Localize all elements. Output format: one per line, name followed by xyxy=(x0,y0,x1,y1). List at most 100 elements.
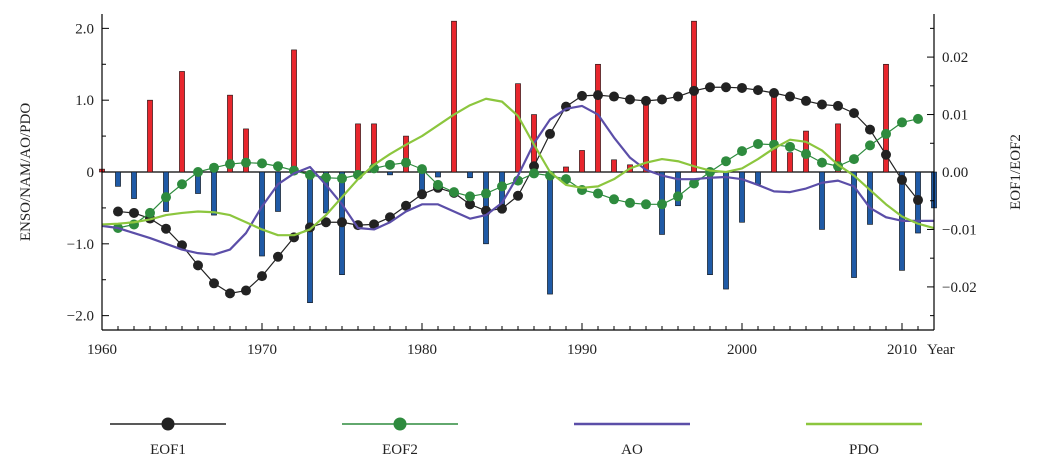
bar-1968 xyxy=(227,94,233,173)
point-eof2-1994 xyxy=(641,199,651,210)
point-eof1-2004 xyxy=(801,95,811,106)
point-eof1-1979 xyxy=(401,200,411,211)
bar-1970 xyxy=(259,171,265,257)
lines-layer xyxy=(101,82,935,299)
point-eof2-1999 xyxy=(721,156,731,167)
point-eof1-1999 xyxy=(721,82,731,93)
bar-1986 xyxy=(515,83,521,173)
point-eof1-1994 xyxy=(641,95,651,106)
bar-1992 xyxy=(611,159,617,173)
point-eof1-2006 xyxy=(833,100,843,111)
point-eof2-2010 xyxy=(897,117,907,128)
point-eof2-1966 xyxy=(193,167,203,177)
point-eof1-1967 xyxy=(209,278,219,289)
bar-1997 xyxy=(691,20,697,173)
bar-2001 xyxy=(755,171,761,185)
bar-1974 xyxy=(323,171,329,214)
point-eof1-1961 xyxy=(113,206,123,217)
bar-1976 xyxy=(355,123,361,173)
bar-1971 xyxy=(275,171,281,212)
bar-1967 xyxy=(211,171,217,216)
bars-layer xyxy=(99,20,937,304)
bar-2006 xyxy=(835,123,841,173)
point-eof2-1967 xyxy=(209,162,219,173)
bar-1988 xyxy=(547,171,553,295)
bar-2009 xyxy=(883,63,889,173)
point-eof2-1973 xyxy=(305,169,315,180)
x-tick-label: 1980 xyxy=(407,342,437,358)
point-eof2-1974 xyxy=(321,172,331,183)
point-eof2-1995 xyxy=(657,199,667,210)
point-eof1-2009 xyxy=(881,149,891,160)
y-right-tick-label: 0.00 xyxy=(942,165,968,181)
point-eof2-2009 xyxy=(881,128,891,139)
bar-2005 xyxy=(819,171,825,230)
point-eof1-1990 xyxy=(577,90,587,101)
point-eof1-1991 xyxy=(593,90,603,101)
bar-1973 xyxy=(307,171,313,304)
legend-item-eof1: EOF1 xyxy=(110,417,226,458)
point-eof2-1969 xyxy=(241,157,251,168)
point-eof2-2001 xyxy=(753,138,763,149)
axes-layer: 1960 1970 1980 1990 2000 2010 Year −2.0 −1.0 0 1.0… xyxy=(18,14,1024,358)
point-eof2-2000 xyxy=(737,146,747,157)
legend-label: PDO xyxy=(849,442,879,458)
point-eof1-2000 xyxy=(737,82,747,93)
point-eof1-2010 xyxy=(897,174,907,185)
point-eof2-1975 xyxy=(337,173,347,184)
point-eof2-1985 xyxy=(497,181,507,192)
point-eof1-1975 xyxy=(337,217,347,228)
bar-1981 xyxy=(435,171,441,178)
bar-2002 xyxy=(771,94,777,173)
point-eof1-1966 xyxy=(193,260,203,271)
x-tick-label: 2000 xyxy=(727,342,757,358)
bar-2000 xyxy=(739,171,745,223)
bar-2003 xyxy=(787,152,793,173)
point-eof2-1965 xyxy=(177,179,187,190)
bar-1962 xyxy=(131,171,137,199)
legend-label: EOF1 xyxy=(150,442,186,458)
y-left-tick-label: 2.0 xyxy=(75,21,94,37)
point-eof1-1993 xyxy=(625,94,635,105)
legend-marker-eof1 xyxy=(161,417,175,431)
point-eof1-1986 xyxy=(513,190,523,201)
point-eof1-1977 xyxy=(369,219,379,230)
point-eof2-1968 xyxy=(225,159,235,170)
point-eof1-1980 xyxy=(417,189,427,200)
point-eof1-1969 xyxy=(241,285,251,296)
y-left-tick-label: 1.0 xyxy=(75,93,94,109)
point-eof2-1991 xyxy=(593,188,603,199)
point-eof1-1987 xyxy=(529,161,539,172)
legend-item-pdo: PDO xyxy=(806,422,922,458)
bar-1999 xyxy=(723,171,729,290)
point-eof2-1996 xyxy=(673,191,683,202)
point-eof1-1971 xyxy=(273,251,283,262)
point-eof2-1992 xyxy=(609,194,619,205)
y-right-tick-label: 0.02 xyxy=(942,50,968,66)
point-eof2-2003 xyxy=(785,141,795,152)
point-eof2-1963 xyxy=(145,207,155,218)
point-eof1-1997 xyxy=(689,85,699,96)
bar-1978 xyxy=(387,171,393,176)
y-right-tick-label: −0.01 xyxy=(942,222,977,238)
point-eof1-1988 xyxy=(545,128,555,139)
legend-item-eof2: EOF2 xyxy=(342,417,458,458)
point-eof2-1979 xyxy=(401,157,411,168)
x-tick-label: 1960 xyxy=(87,342,117,358)
point-eof2-2008 xyxy=(865,140,875,151)
point-eof2-1983 xyxy=(465,191,475,202)
point-eof2-1980 xyxy=(417,164,427,175)
point-eof2-2005 xyxy=(817,157,827,168)
point-eof2-1993 xyxy=(625,197,635,208)
point-eof2-2007 xyxy=(849,154,859,165)
bar-1969 xyxy=(243,128,249,173)
bar-1989 xyxy=(563,166,569,173)
point-eof2-1982 xyxy=(449,187,459,198)
y-left-tick-label: −1.0 xyxy=(67,237,94,253)
bar-1996 xyxy=(675,171,681,207)
point-eof1-1964 xyxy=(161,223,171,234)
point-eof1-1996 xyxy=(673,91,683,102)
point-eof1-2011 xyxy=(913,195,923,206)
x-axis-title: Year xyxy=(927,342,955,358)
